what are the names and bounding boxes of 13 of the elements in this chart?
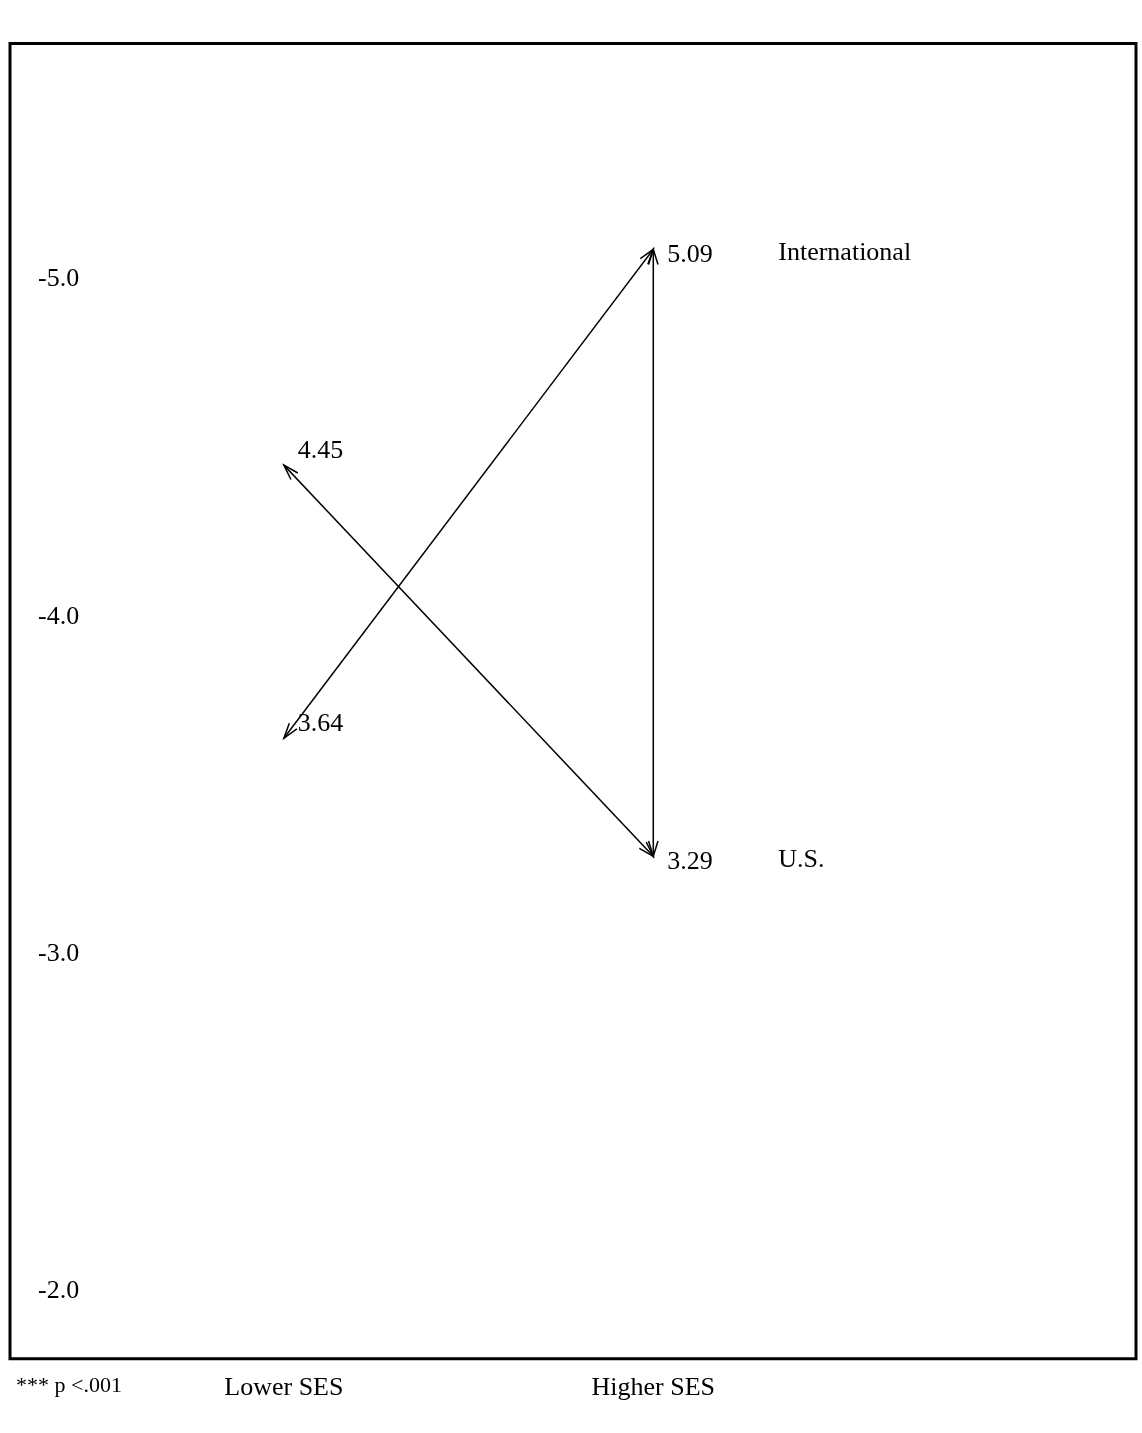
text: International [778, 237, 912, 267]
x-tick-label: Lower SES [224, 1372, 344, 1402]
annotation: 3.29 [667, 846, 713, 876]
annotation: 5.09 [667, 239, 713, 269]
annotation: 3.64 [297, 708, 344, 738]
y-tick-label: -2.0 [37, 1275, 80, 1305]
y-tick-label: -5.0 [37, 263, 80, 293]
y-tick-label: -3.0 [37, 937, 80, 967]
y-tick-label: -4.0 [37, 600, 80, 630]
annotation: 4.45 [297, 434, 344, 464]
text: U.S. [778, 844, 825, 874]
x-tick-label: Higher SES [591, 1372, 716, 1402]
text: *** p <.001 [16, 1371, 122, 1397]
